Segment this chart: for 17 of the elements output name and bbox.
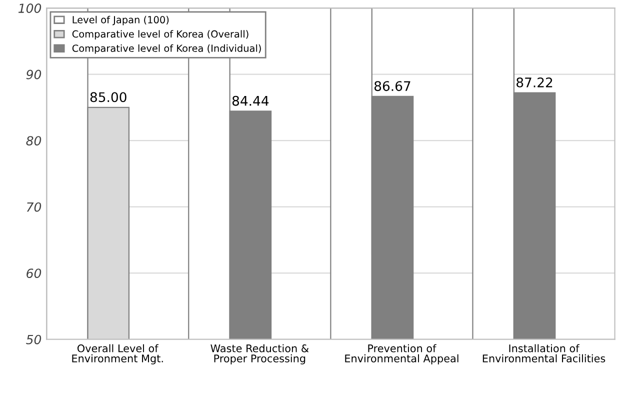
legend-label: Level of Japan (100) [72,16,169,26]
data-label: 84.44 [232,96,269,106]
data-label: 87.22 [516,77,552,88]
data-label: 85.00 [90,92,126,102]
x-tick-label: Installation of Environmental Facilities [482,344,606,362]
legend-label: Comparative level of Korea (Individual) [72,44,261,54]
x-tick-label: Overall Level of Environment Mgt. [72,344,163,364]
y-tick-label: 100 [18,4,42,14]
legend-label: Comparative level of Korea (Overall) [72,30,248,40]
x-tick-label: Waste Reduction & Proper Processing [210,344,309,364]
data-label: 86.67 [374,81,410,92]
y-tick-label: 50 [26,334,42,344]
x-tick-label: Prevention of Environmental Appeal [345,344,458,364]
y-tick-label: 70 [26,202,42,212]
y-tick-label: 80 [26,136,42,146]
y-tick-label: 60 [26,268,42,278]
y-tick-label: 90 [26,70,42,80]
